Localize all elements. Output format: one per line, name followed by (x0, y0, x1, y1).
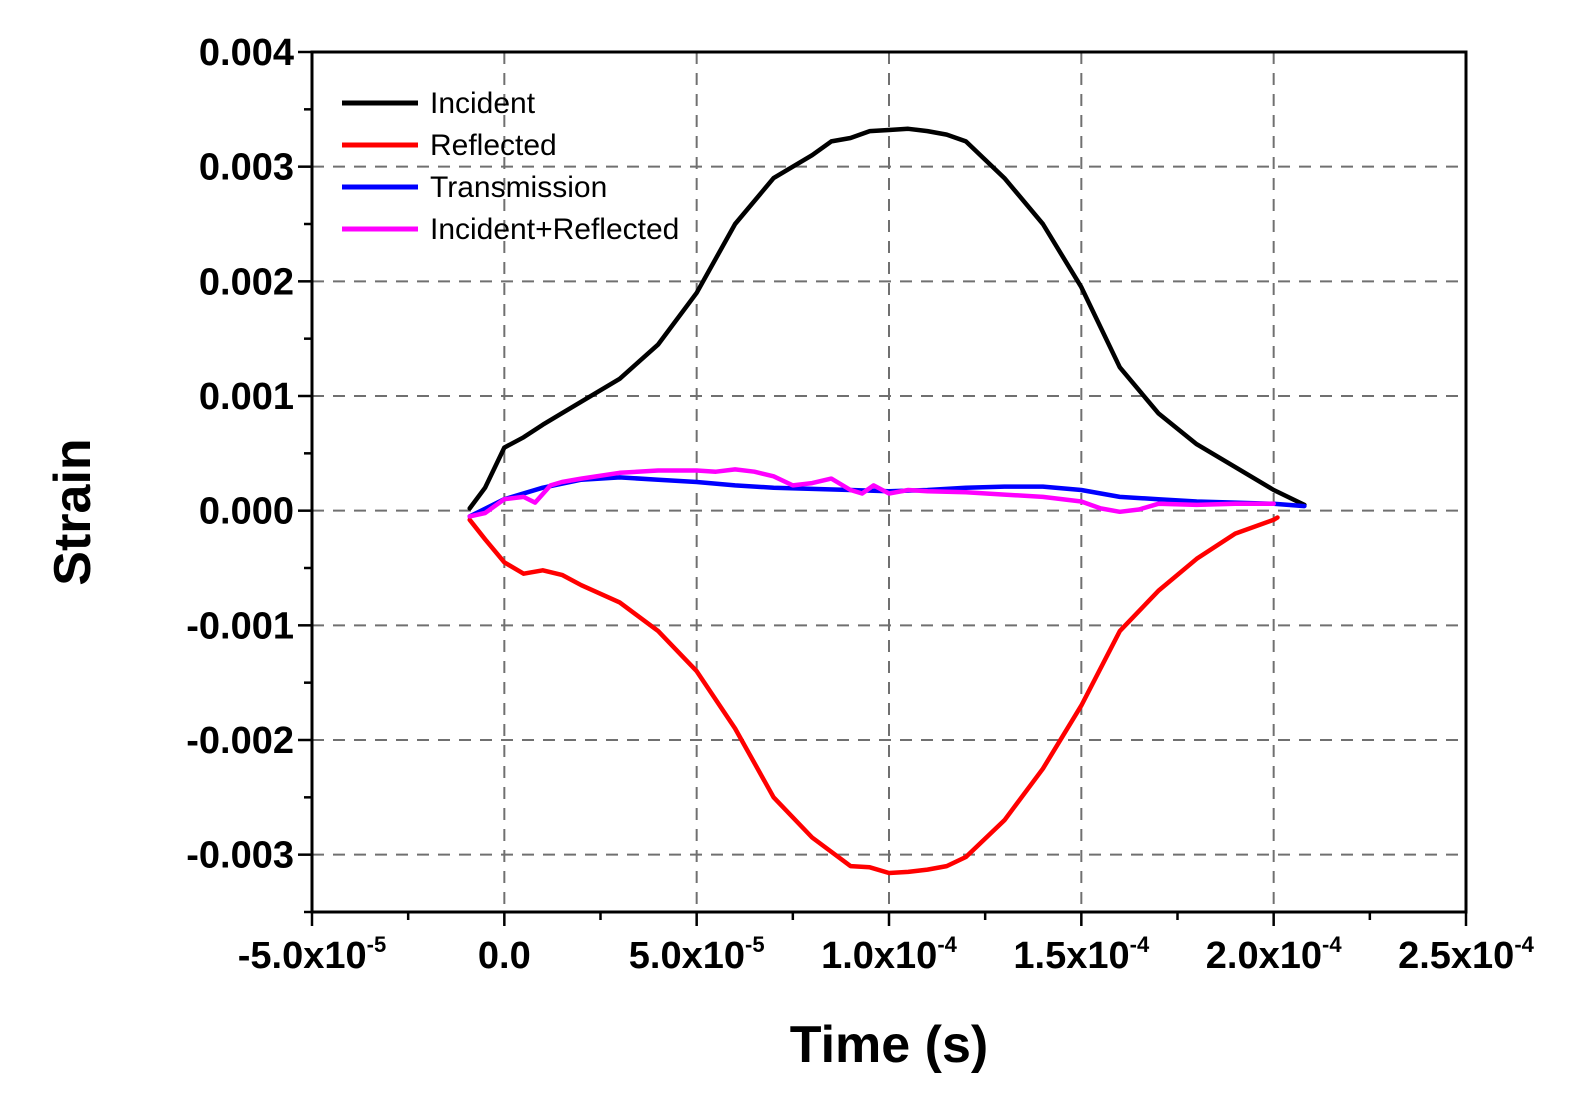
y-tick-label: 0.002 (199, 261, 294, 303)
legend-label: Reflected (430, 129, 557, 162)
legend-label: Incident+Reflected (430, 213, 679, 246)
x-tick-label-base: 1.5x10 (1013, 935, 1129, 977)
y-tick-label: 0.000 (199, 491, 294, 533)
series-line-reflected (467, 515, 1280, 876)
y-tick-label: -0.002 (186, 720, 294, 762)
y-axis-title: Strain (44, 438, 102, 585)
x-axis-title: Time (s) (790, 1016, 988, 1074)
x-tick-label: -5.0x10-5 (238, 932, 386, 977)
x-tick-labels: -5.0x10-5 0.0 5.0x10-5 1.0x10-4 1.5x10-4 2.0x… (238, 932, 1535, 977)
series-lines (467, 126, 1307, 876)
x-tick-label-base: -5.0x10 (238, 935, 367, 977)
x-tick-label-exponent: -5 (367, 932, 387, 957)
legend-label: Incident (430, 87, 536, 120)
series-line-incident-reflected (467, 467, 1276, 519)
legend: Incident Reflected Transmission Incident+Re… (342, 87, 679, 246)
x-tick-label-base: 5.0x10 (629, 935, 745, 977)
x-tick-label-exponent: -4 (1514, 932, 1534, 957)
x-tick-label: 2.5x10-4 (1398, 932, 1535, 977)
x-tick-label-base: 0.0 (478, 935, 531, 977)
y-tick-label: 0.001 (199, 376, 294, 418)
series-line-incident (467, 126, 1307, 511)
axis-ticks (298, 50, 1468, 926)
x-tick-label-exponent: -4 (1322, 932, 1342, 957)
y-tick-label: 0.004 (199, 32, 294, 74)
x-tick-label: 5.0x10-5 (629, 932, 765, 977)
x-tick-label-base: 1.0x10 (821, 935, 937, 977)
x-tick-label-exponent: -5 (745, 932, 765, 957)
x-tick-label: 1.0x10-4 (821, 932, 958, 977)
y-tick-label: -0.001 (186, 605, 294, 647)
y-tick-label: -0.003 (186, 835, 294, 877)
x-tick-label-exponent: -4 (937, 932, 957, 957)
x-tick-label: 1.5x10-4 (1013, 932, 1150, 977)
x-tick-label: 2.0x10-4 (1206, 932, 1343, 977)
grid-lines (312, 52, 1466, 912)
y-tick-label: 0.003 (199, 147, 294, 189)
x-tick-label: 0.0 (478, 935, 531, 977)
x-tick-label-base: 2.5x10 (1398, 935, 1514, 977)
x-tick-label-base: 2.0x10 (1206, 935, 1322, 977)
y-tick-labels: 0.004 0.003 0.002 0.001 0.000 -0.001 -0.002 -0.… (186, 32, 294, 877)
legend-label: Transmission (430, 171, 607, 204)
x-tick-label-exponent: -4 (1130, 932, 1150, 957)
